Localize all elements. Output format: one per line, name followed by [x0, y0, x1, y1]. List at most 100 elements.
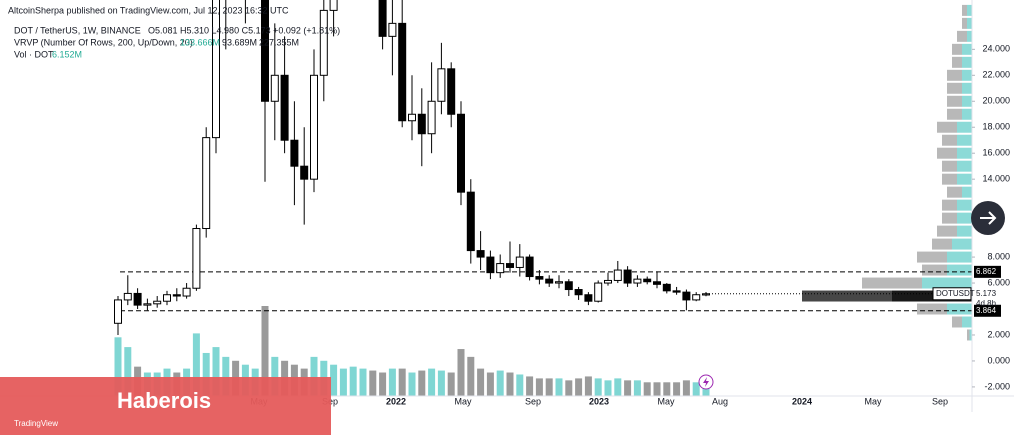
candle-body — [476, 250, 485, 258]
volume-bar — [261, 306, 269, 396]
banner-text: Haberois — [117, 388, 211, 413]
volume-bar — [682, 380, 690, 396]
volume-bar — [369, 370, 377, 396]
candle-body — [672, 290, 681, 293]
candle-body — [270, 74, 279, 102]
volume-bar — [516, 374, 524, 396]
candle-body — [398, 22, 407, 122]
y-tick-label: 14.000 — [982, 174, 1010, 184]
volume-bar — [663, 382, 671, 396]
volume-bar — [437, 370, 445, 396]
volume-bar — [643, 382, 651, 396]
level-box — [974, 265, 1001, 278]
candle-body — [202, 137, 211, 230]
banner — [0, 377, 331, 435]
volume-bar — [604, 380, 612, 396]
profile-up — [962, 69, 972, 81]
profile-down — [937, 225, 957, 237]
profile-up — [962, 186, 972, 198]
volume-bar — [222, 356, 230, 396]
candle-body — [114, 299, 122, 324]
profile-down — [922, 264, 947, 276]
candle-body — [133, 292, 142, 306]
profile-up — [947, 251, 972, 263]
candle-body — [486, 256, 495, 274]
logo: TradingView — [14, 419, 58, 428]
profile-down — [952, 43, 962, 55]
profile-up — [962, 43, 972, 55]
level-label: 3.864 — [976, 306, 997, 315]
candle-body — [143, 303, 152, 306]
arrow-icon — [980, 211, 997, 225]
volume-bar — [496, 370, 504, 396]
candle-body — [692, 294, 701, 301]
volume-bar — [653, 382, 661, 396]
candle-body — [319, 9, 328, 76]
legend-ohlc: O5.081 H5.310 L4.980 C5.173 +0.092 (+1.8… — [148, 25, 340, 35]
profile-down — [967, 329, 970, 341]
volume-bar — [545, 378, 553, 396]
profile-up — [957, 160, 972, 172]
volume-bar — [192, 333, 200, 396]
candle-body — [506, 263, 514, 268]
candle-body — [388, 22, 397, 37]
profile-down — [947, 108, 962, 120]
candle-body — [310, 74, 318, 180]
volume-bar — [584, 376, 592, 396]
profile-up — [967, 4, 972, 16]
profile-down — [942, 212, 957, 224]
profile-down — [942, 134, 957, 146]
volume-bar — [565, 380, 573, 396]
volume-bar — [555, 378, 563, 396]
candle-body — [555, 281, 563, 284]
y-tick-label: 24.000 — [982, 44, 1010, 54]
y-tick-label: 8.000 — [987, 251, 1010, 261]
profile-down — [952, 316, 962, 328]
profile-up — [957, 134, 972, 146]
header: AltcoinSherpa published on TradingView.c… — [8, 5, 289, 15]
candle-body — [192, 228, 201, 289]
volume-bar — [594, 378, 602, 396]
profile-up — [892, 290, 972, 302]
last-price-label: 5.173 — [976, 289, 997, 298]
candle-body — [437, 68, 446, 102]
level-box — [974, 304, 1001, 317]
y-tick-label: 16.000 — [982, 148, 1010, 158]
volume-bar — [202, 352, 210, 396]
volume-bar — [124, 347, 132, 396]
volume-bar — [271, 356, 279, 396]
candle-body — [584, 294, 593, 302]
profile-up — [967, 17, 972, 29]
volume-bar — [379, 372, 387, 396]
volume-bar — [359, 368, 367, 396]
candle-body — [457, 113, 465, 193]
candle-body — [261, 0, 269, 102]
profile-down — [957, 30, 967, 42]
candle-body — [604, 279, 612, 284]
x-tick-label: May — [454, 396, 472, 406]
candle-body — [623, 269, 632, 284]
volume-bar — [388, 368, 396, 396]
y-tick-label: 6.000 — [987, 277, 1010, 287]
candle-body — [613, 269, 622, 281]
candle-body — [633, 278, 642, 284]
profile-up — [967, 30, 972, 42]
volume-bar — [506, 372, 514, 396]
legend-symbol: DOT / TetherUS, 1W, BINANCE — [14, 25, 141, 35]
volume-bar — [447, 372, 455, 396]
profile-up — [962, 56, 972, 68]
profile-up — [957, 225, 972, 237]
profile-up — [969, 329, 972, 341]
profile-up — [957, 173, 972, 185]
x-tick-label: 2023 — [589, 396, 609, 406]
volume-bar — [535, 378, 543, 396]
volume-bar — [310, 356, 318, 396]
profile-down — [917, 251, 947, 263]
volume-bar — [467, 356, 475, 396]
volume-bar — [624, 380, 632, 396]
candle-body — [300, 165, 309, 180]
candle-body — [280, 74, 289, 141]
candle-body — [417, 113, 426, 135]
profile-down — [942, 173, 957, 185]
volume-bar — [339, 368, 347, 396]
